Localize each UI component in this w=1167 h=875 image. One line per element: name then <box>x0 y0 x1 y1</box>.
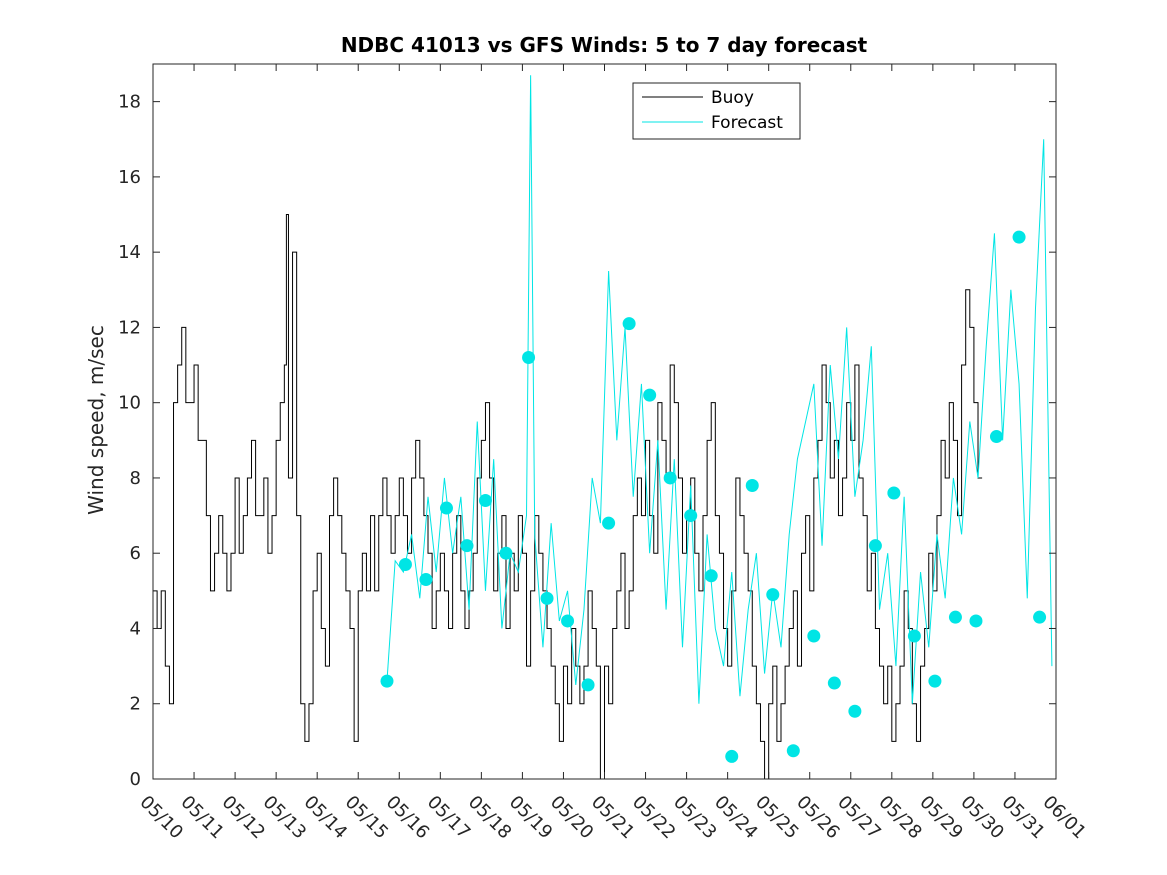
y-tick-label: 10 <box>118 393 141 414</box>
y-tick-label: 14 <box>118 242 141 263</box>
legend-forecast-label: Forecast <box>711 113 783 133</box>
y-tick-label: 4 <box>130 618 141 639</box>
forecast-point <box>989 430 1003 444</box>
forecast-point <box>419 573 433 587</box>
forecast-point <box>622 317 636 331</box>
y-tick-label: 0 <box>130 769 141 790</box>
forecast-point <box>1012 230 1026 244</box>
forecast-point <box>969 614 983 628</box>
forecast-point <box>827 676 841 690</box>
series-layer <box>153 75 1053 780</box>
forecast-point <box>766 588 780 602</box>
y-tick-label: 2 <box>130 694 141 715</box>
forecast-point <box>581 678 595 692</box>
forecast-point <box>602 516 616 530</box>
forecast-point <box>745 478 759 492</box>
y-tick-label: 8 <box>130 468 141 489</box>
forecast-point <box>398 558 412 571</box>
forecast-point <box>478 494 492 508</box>
forecast-point <box>499 546 513 560</box>
y-tick-label: 12 <box>118 317 141 338</box>
legend: Buoy Forecast <box>632 82 801 140</box>
forecast-point <box>848 704 862 718</box>
forecast-point <box>684 509 698 523</box>
forecast-point <box>439 501 453 515</box>
forecast-point <box>380 674 394 688</box>
buoy-series-line <box>153 214 983 780</box>
forecast-point <box>948 610 962 624</box>
chart-title: NDBC 41013 vs GFS Winds: 5 to 7 day fore… <box>341 33 868 57</box>
forecast-point <box>1033 610 1047 624</box>
legend-box <box>632 82 801 140</box>
forecast-point <box>887 486 901 500</box>
forecast-point <box>868 539 882 553</box>
forecast-point <box>522 351 536 365</box>
forecast-point <box>561 614 575 628</box>
forecast-point <box>643 388 657 402</box>
forecast-series-line <box>386 75 1053 704</box>
y-tick-label: 18 <box>118 92 141 113</box>
forecast-point <box>786 744 800 758</box>
forecast-point <box>928 674 942 688</box>
forecast-point <box>663 471 677 485</box>
forecast-point <box>907 629 921 643</box>
y-tick-label: 6 <box>130 543 141 564</box>
forecast-point <box>704 569 718 583</box>
y-axis-label: Wind speed, m/sec <box>84 325 108 515</box>
forecast-point <box>540 591 554 605</box>
legend-buoy-label: Buoy <box>711 88 754 108</box>
forecast-point <box>725 749 739 763</box>
y-axis: 0 2 4 6 8 10 12 14 16 18 <box>118 92 1056 790</box>
forecast-point <box>807 629 821 643</box>
forecast-point <box>460 539 474 553</box>
y-tick-label: 16 <box>118 167 141 188</box>
